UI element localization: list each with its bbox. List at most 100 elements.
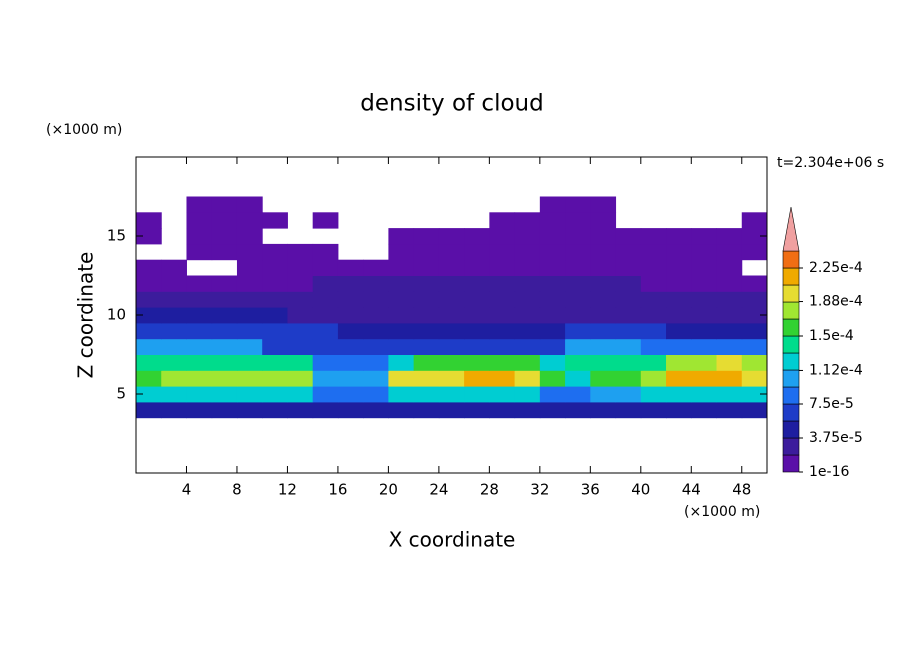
contour-cell [363,275,389,292]
contour-cell [539,243,566,261]
colorbar-band [782,454,800,473]
contour-cell [388,338,415,355]
contour-cell [539,259,566,276]
contour-cell [211,275,238,292]
colorbar-band [782,250,800,269]
contour-cell [438,259,465,276]
contour-cell [489,275,516,292]
contour-cell [186,401,213,419]
contour-cell [136,386,162,403]
contour-cell [186,354,213,371]
colorbar-band [782,386,800,405]
contour-cell [337,275,364,292]
contour-cell [716,338,743,355]
contour-cell [590,322,617,340]
contour-cell [539,401,566,419]
contour-cell [186,291,213,308]
contour-cell [716,243,743,261]
colorbar-band [782,352,800,371]
contour-cell [539,212,566,229]
contour-cell [514,307,541,324]
contour-cell [590,354,617,371]
colorbar-band [782,267,800,286]
contour-cell [413,259,440,276]
contour-cell [388,307,415,324]
contour-cell [161,386,187,403]
x-tick-label: 8 [232,481,242,499]
contour-cell [539,354,566,371]
contour-cell [464,259,490,276]
contour-cell [136,291,162,308]
contour-cell [312,212,339,229]
x-tick-label: 36 [581,481,600,499]
contour-cell [262,259,288,276]
contour-cell [716,401,743,419]
y-axis-label: Z coordinate [74,252,98,379]
contour-cell [211,401,238,419]
contour-cell [565,370,591,387]
contour-cell [161,259,187,276]
x-tick-label: 32 [530,481,549,499]
contour-cell [388,354,415,371]
contour-cell [262,338,288,355]
contour-cell [489,243,516,261]
x-axis-label: X coordinate [389,528,516,552]
contour-cell [640,259,667,276]
colorbar-band [782,369,800,388]
contour-cell [413,386,440,403]
contour-cell [539,275,566,292]
contour-cell [716,354,743,371]
contour-cell [716,322,743,340]
contour-cell [236,228,263,245]
contour-cell [438,338,465,355]
contour-cell [489,228,516,245]
contour-cell [514,275,541,292]
contour-cell [287,259,314,276]
contour-cell [262,212,288,229]
contour-cell [615,354,642,371]
contour-cell [615,275,642,292]
contour-cell [741,291,768,308]
y-tick-label: 10 [107,306,126,324]
contour-cell [691,228,718,245]
contour-cell [590,370,617,387]
contour-cell [539,386,566,403]
contour-cell [186,370,213,387]
contour-cell [211,354,238,371]
contour-cell [640,322,667,340]
contour-cell [590,338,617,355]
contour-cell [236,338,263,355]
contour-cell [363,401,389,419]
contour-cell [590,243,617,261]
colorbar-label: 3.75e-5 [809,430,863,446]
contour-cell [640,401,667,419]
colorbar-band [782,301,800,320]
contour-cell [741,212,768,229]
contour-cell [489,307,516,324]
colorbar-band [782,403,800,422]
contour-cell [236,196,263,213]
contour-cell [691,354,718,371]
contour-cell [211,370,238,387]
contour-cell [413,307,440,324]
contour-cell [337,322,364,340]
contour-cell [211,212,238,229]
contour-cell [565,196,591,213]
contour-cell [590,275,617,292]
colorbar-band [782,284,800,303]
x-unit: (×1000 m) [684,504,760,520]
contour-cell [741,275,768,292]
contour-cell [262,370,288,387]
contour-cell [312,291,339,308]
contour-cell [539,370,566,387]
contour-cell [136,338,162,355]
contour-cell [666,322,692,340]
contour-cell [565,322,591,340]
contour-cell [489,322,516,340]
contour-cell [186,307,213,324]
contour-cell [489,338,516,355]
contour-cell [287,322,314,340]
contour-cell [337,338,364,355]
contour-cell [590,401,617,419]
